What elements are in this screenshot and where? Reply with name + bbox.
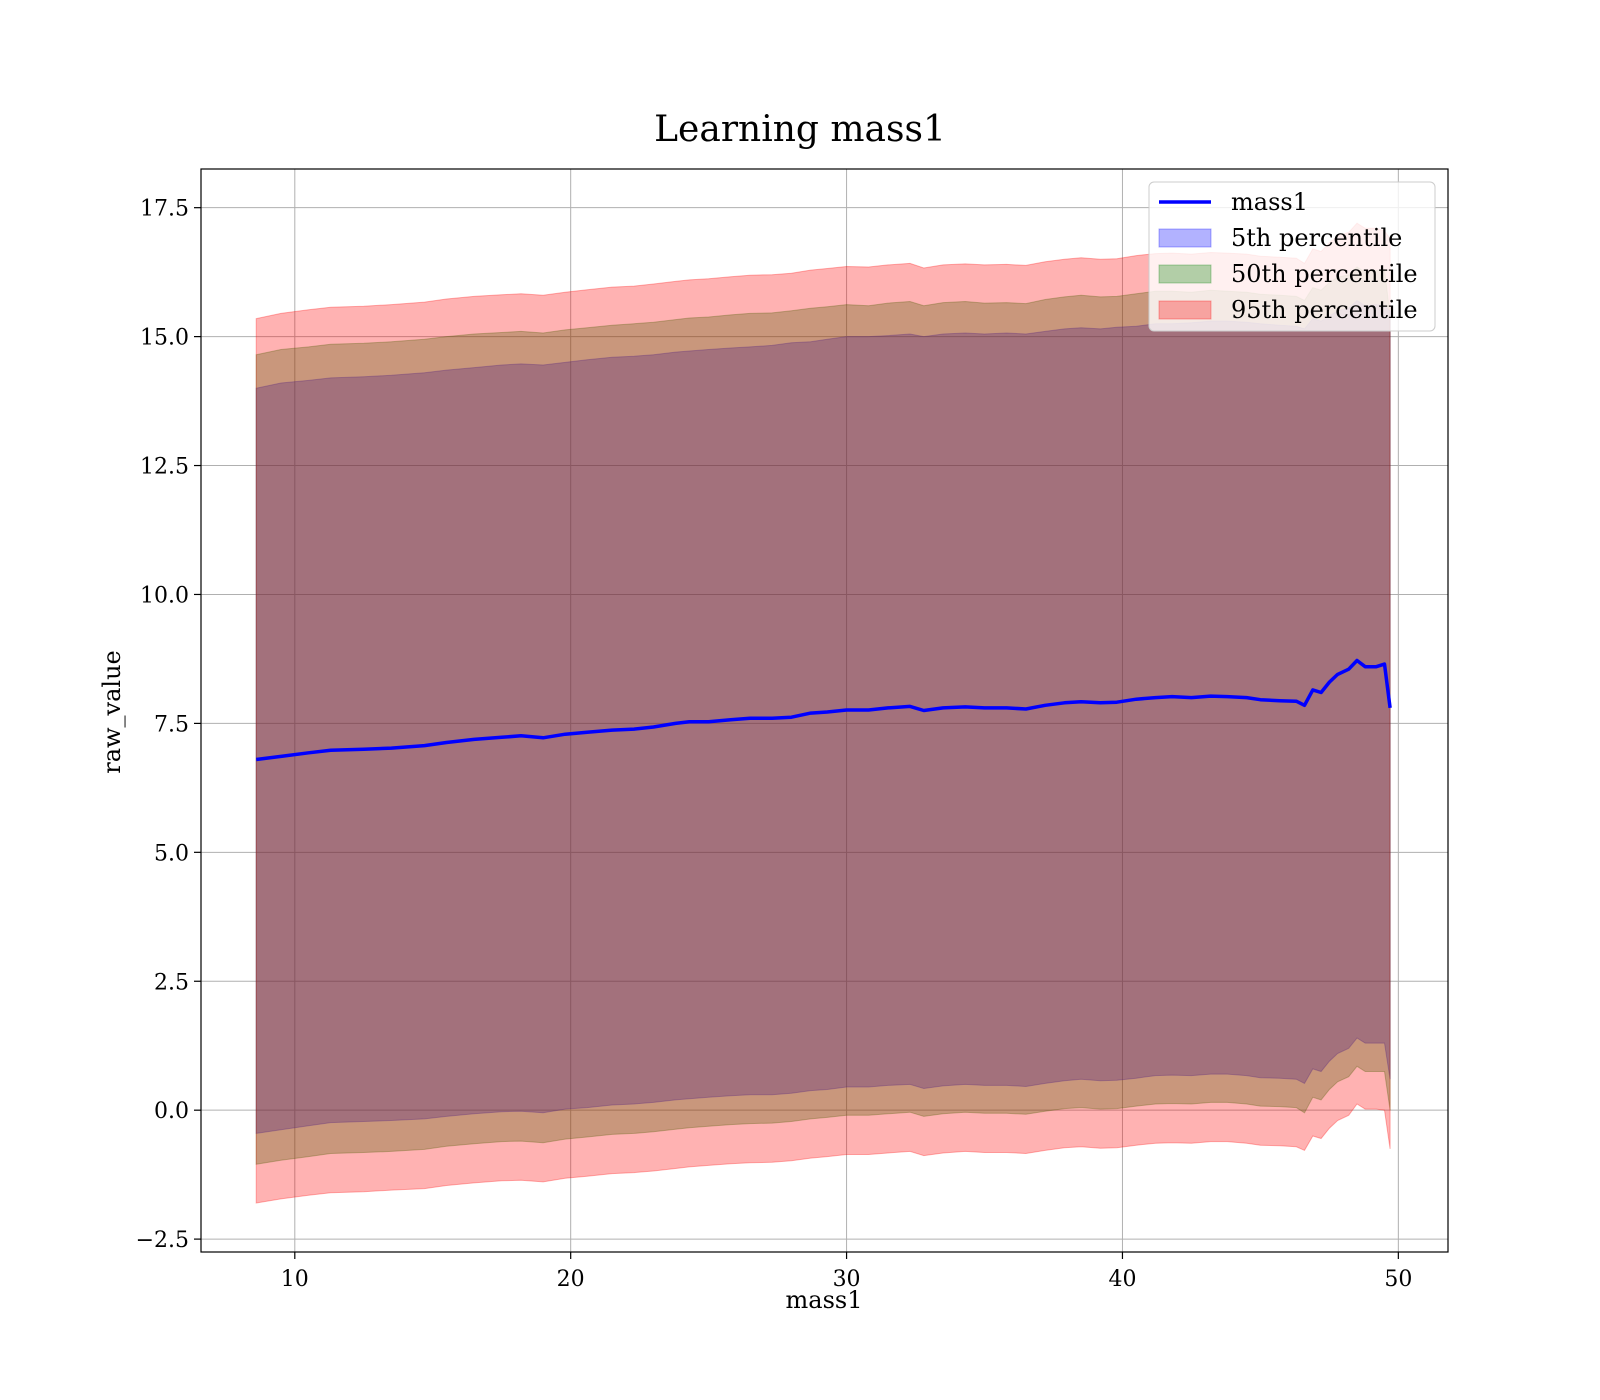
y-tick-label: 7.5 [154,712,189,737]
line-mass1 [255,658,1392,762]
y-tick-label: 2.5 [154,970,189,995]
x-tick-label: 10 [281,1267,309,1292]
legend-label-50th-percentile: 50th percentile [1231,260,1418,288]
y-tick-label: 15.0 [140,326,189,351]
legend-swatch-95th-percentile [1158,300,1212,320]
percentile-bands [255,222,1391,1204]
plot-area-frame [200,168,1449,1253]
band-5th-percentile [255,299,1391,1134]
y-tick-label: 10.0 [140,583,189,608]
x-tick-label: 40 [1108,1267,1136,1292]
legend-swatch-50th-percentile [1158,264,1212,284]
x-tick-label: 30 [833,1267,861,1292]
y-tick-label: −2.5 [136,1228,189,1253]
legend: mass1 5th percentile 50th percentile 95th p… [1148,181,1436,332]
x-tick-label: 20 [557,1267,585,1292]
legend-label-mass1: mass1 [1231,188,1308,216]
legend-label-95th-percentile: 95th percentile [1231,296,1418,324]
y-tick-label: 17.5 [140,197,189,222]
y-tick-label: 5.0 [154,841,189,866]
y-tick-label: 0.0 [154,1099,189,1124]
legend-swatch-5th-percentile [1158,228,1212,248]
axis-ticks: 10 20 30 40 50 −2.5 0.0 2.5 5.0 7.5 10.0 12.5 15.0 17… [136,197,1413,1292]
legend-label-5th-percentile: 5th percentile [1231,224,1402,252]
chart-title: Learning mass1 [654,109,946,150]
legend-box [1148,181,1436,332]
x-axis-label: mass1 [786,1286,863,1314]
band-50th-percentile [255,266,1391,1165]
y-tick-label: 12.5 [140,455,189,480]
series-lines [255,658,1392,762]
x-tick-label: 50 [1384,1267,1412,1292]
y-axis-label: raw_value [98,650,126,774]
